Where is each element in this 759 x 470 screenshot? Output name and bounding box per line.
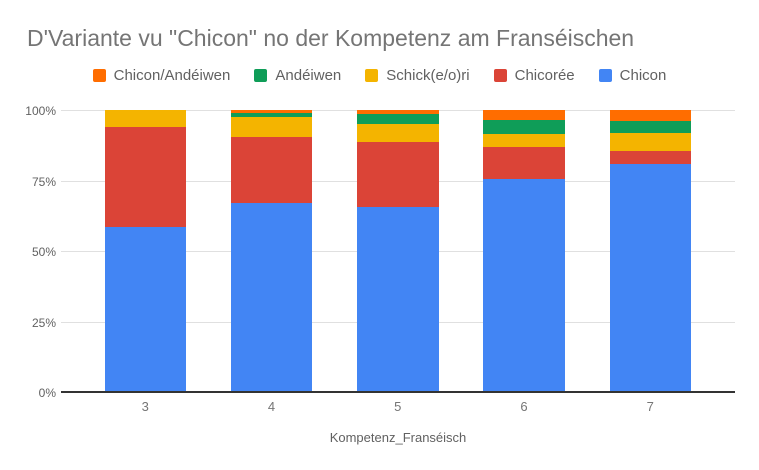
bar-segment-and-iwen-7[interactable] [609, 121, 691, 133]
legend-label: Chicon/Andéiwen [113, 67, 231, 84]
plot-area [61, 110, 735, 392]
bar-group-4 [230, 110, 313, 392]
y-tick-label-75: 75% [31, 174, 56, 189]
bar-segment-chicon-4[interactable] [230, 203, 313, 392]
legend-item-1: Chicon/Andéiwen [92, 67, 231, 84]
legend-item-4: Chicorée [493, 67, 575, 84]
legend-swatch-icon [598, 69, 612, 82]
bar-segment-and-iwen-4[interactable] [230, 112, 313, 118]
legend-swatch-icon [493, 69, 507, 82]
bar-segment-chicor-e-5[interactable] [357, 142, 439, 208]
legend-label: Schick(e/o)ri [386, 67, 470, 84]
legend-swatch-icon [92, 69, 106, 82]
bar-segment-chicor-e-4[interactable] [230, 136, 313, 204]
bar-group-6 [483, 110, 565, 392]
chart-title: D'Variante vu "Chicon" no der Kompetenz … [27, 25, 635, 51]
x-tick-label-5: 5 [394, 399, 402, 414]
bar-segment-chicor-e-7[interactable] [609, 150, 691, 164]
bar-segment-schick-e-o-ri-7[interactable] [609, 132, 691, 151]
x-tick-label-7: 7 [646, 399, 654, 414]
x-tick-label-3: 3 [141, 399, 149, 414]
bar-segment-schick-e-o-ri-4[interactable] [230, 117, 313, 137]
bar-segment-chicon-and-iwen-7[interactable] [609, 110, 691, 122]
bar-segment-chicor-e-3[interactable] [104, 126, 186, 228]
bar-group-7 [609, 110, 691, 392]
legend-item-5: Chicon [598, 67, 667, 84]
legend-item-2: Andéiwen [254, 67, 341, 84]
legend-swatch-icon [254, 69, 268, 82]
bar-segment-schick-e-o-ri-6[interactable] [483, 133, 565, 147]
legend-label: Chicorée [514, 67, 575, 84]
bar-segment-chicon-3[interactable] [104, 227, 186, 392]
legend-label: Andéiwen [275, 67, 342, 84]
bar-segment-chicon-and-iwen-6[interactable] [483, 110, 565, 120]
bar-segment-schick-e-o-ri-3[interactable] [104, 110, 186, 127]
bar-segment-schick-e-o-ri-5[interactable] [357, 124, 439, 143]
x-axis-title: Kompetenz_Franséisch [329, 430, 467, 445]
bar-group-3 [104, 110, 186, 392]
x-tick-label-6: 6 [520, 399, 528, 414]
bar-segment-chicon-and-iwen-5[interactable] [357, 110, 439, 115]
y-tick-label-100: 100% [25, 104, 56, 118]
bar-segment-and-iwen-5[interactable] [357, 114, 439, 125]
bar-segment-chicon-6[interactable] [483, 179, 565, 392]
legend-swatch-icon [365, 69, 379, 82]
bar-segment-chicor-e-6[interactable] [483, 146, 565, 180]
legend-item-3: Schick(e/o)ri [365, 67, 470, 84]
y-tick-label-50: 50% [31, 245, 56, 259]
bar-segment-and-iwen-6[interactable] [483, 119, 565, 134]
x-tick-label-4: 4 [267, 399, 276, 414]
bar-group-5 [357, 110, 439, 392]
bar-segment-chicon-5[interactable] [357, 207, 439, 392]
bar-segment-chicon-7[interactable] [609, 163, 691, 392]
legend: Chicon/Andéiwen Andéiwen Schick(e/o)ri Chic… [0, 67, 759, 84]
y-tick-label-25: 25% [31, 315, 56, 330]
y-tick-label-0: 0% [38, 386, 56, 400]
bar-segment-chicon-and-iwen-4[interactable] [230, 110, 313, 113]
legend-label: Chicon [619, 67, 667, 84]
x-axis-line [61, 391, 735, 393]
